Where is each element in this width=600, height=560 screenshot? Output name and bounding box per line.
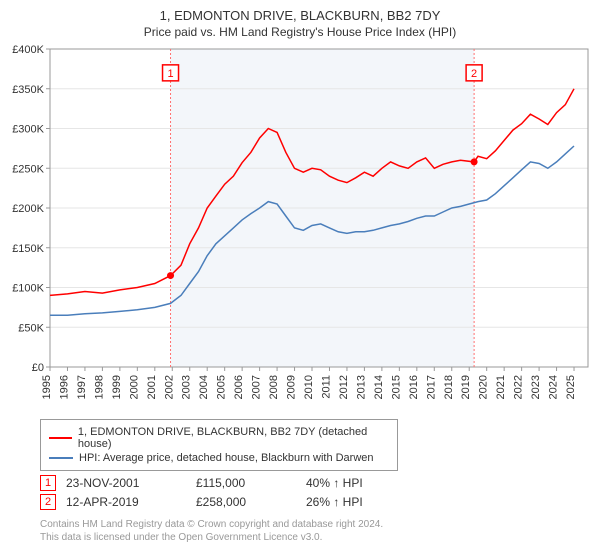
- chart-title: 1, EDMONTON DRIVE, BLACKBURN, BB2 7DY Pr…: [0, 0, 600, 43]
- sale-marker-num: 1: [45, 477, 51, 489]
- svg-text:1998: 1998: [93, 375, 105, 399]
- svg-text:2014: 2014: [373, 375, 385, 399]
- svg-text:£0: £0: [32, 362, 44, 374]
- chart-plot: £0 £50K £100K £150K £200K £250K £300K £350K £400…: [0, 43, 600, 413]
- svg-text:£100K: £100K: [12, 283, 44, 295]
- svg-text:2008: 2008: [268, 375, 280, 399]
- svg-text:£250K: £250K: [12, 163, 44, 175]
- svg-text:2015: 2015: [390, 375, 402, 399]
- svg-text:2012: 2012: [338, 375, 350, 399]
- svg-text:2005: 2005: [216, 375, 228, 399]
- sale-row: 2 12-APR-2019 £258,000 26% ↑ HPI: [40, 494, 560, 510]
- sale-price: £115,000: [196, 476, 306, 490]
- footer-text: Contains HM Land Registry data © Crown c…: [40, 518, 560, 544]
- svg-text:2018: 2018: [443, 375, 455, 399]
- svg-text:2016: 2016: [408, 375, 420, 399]
- sale-hpi: 40% ↑ HPI: [306, 476, 416, 490]
- svg-text:£400K: £400K: [12, 44, 44, 56]
- svg-text:2025: 2025: [565, 375, 577, 399]
- legend-swatch: [49, 437, 72, 439]
- sale-date: 23-NOV-2001: [66, 476, 196, 490]
- svg-text:£350K: £350K: [12, 84, 44, 96]
- sale-marker-num: 2: [45, 496, 51, 508]
- svg-text:2021: 2021: [495, 375, 507, 399]
- svg-text:2004: 2004: [198, 375, 210, 399]
- svg-text:1: 1: [167, 68, 173, 80]
- svg-text:2017: 2017: [425, 375, 437, 399]
- legend-label: 1, EDMONTON DRIVE, BLACKBURN, BB2 7DY (d…: [78, 426, 389, 450]
- legend: 1, EDMONTON DRIVE, BLACKBURN, BB2 7DY (d…: [40, 419, 398, 471]
- sale-date: 12-APR-2019: [66, 495, 196, 509]
- svg-text:£200K: £200K: [12, 203, 44, 215]
- title-line2: Price paid vs. HM Land Registry's House …: [0, 25, 600, 39]
- legend-item: HPI: Average price, detached house, Blac…: [49, 452, 389, 464]
- sale-row: 1 23-NOV-2001 £115,000 40% ↑ HPI: [40, 475, 560, 491]
- sale-price: £258,000: [196, 495, 306, 509]
- svg-text:2002: 2002: [163, 375, 175, 399]
- svg-text:2010: 2010: [303, 375, 315, 399]
- svg-text:1999: 1999: [111, 375, 123, 399]
- svg-text:2003: 2003: [181, 375, 193, 399]
- svg-text:£300K: £300K: [12, 124, 44, 136]
- title-line1: 1, EDMONTON DRIVE, BLACKBURN, BB2 7DY: [0, 8, 600, 23]
- svg-text:1996: 1996: [58, 375, 70, 399]
- legend-swatch: [49, 457, 73, 459]
- svg-text:2006: 2006: [233, 375, 245, 399]
- sale-records: 1 23-NOV-2001 £115,000 40% ↑ HPI 2 12-AP…: [40, 475, 560, 510]
- svg-text:2001: 2001: [146, 375, 158, 399]
- svg-text:2011: 2011: [320, 375, 332, 399]
- svg-text:£150K: £150K: [12, 243, 44, 255]
- svg-text:1997: 1997: [76, 375, 88, 399]
- svg-text:2007: 2007: [251, 375, 263, 399]
- svg-text:2023: 2023: [530, 375, 542, 399]
- legend-label: HPI: Average price, detached house, Blac…: [79, 452, 374, 464]
- sale-marker-box: 2: [40, 494, 56, 510]
- sale-marker-box: 1: [40, 475, 56, 491]
- svg-text:2020: 2020: [478, 375, 490, 399]
- svg-text:2024: 2024: [548, 375, 560, 399]
- svg-text:2: 2: [471, 68, 477, 80]
- legend-item: 1, EDMONTON DRIVE, BLACKBURN, BB2 7DY (d…: [49, 426, 389, 450]
- sale-hpi: 26% ↑ HPI: [306, 495, 416, 509]
- svg-text:2013: 2013: [355, 375, 367, 399]
- svg-text:2022: 2022: [513, 375, 525, 399]
- svg-text:1995: 1995: [41, 375, 53, 399]
- svg-text:2009: 2009: [286, 375, 298, 399]
- svg-text:2019: 2019: [460, 375, 472, 399]
- svg-text:2000: 2000: [128, 375, 140, 399]
- footer-line2: This data is licensed under the Open Gov…: [40, 531, 560, 544]
- footer-line1: Contains HM Land Registry data © Crown c…: [40, 518, 560, 531]
- svg-text:£50K: £50K: [18, 322, 44, 334]
